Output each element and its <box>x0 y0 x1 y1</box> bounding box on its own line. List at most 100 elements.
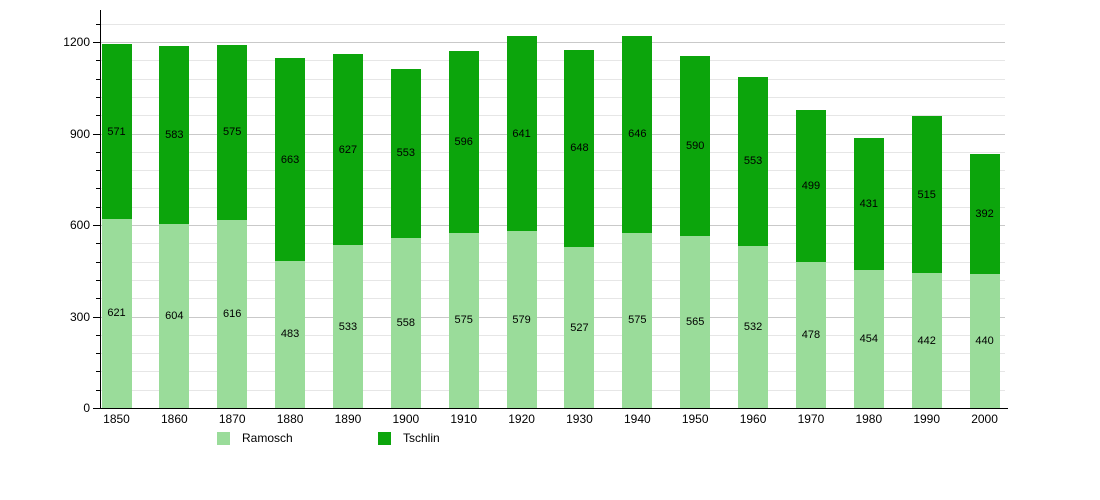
x-axis-label: 2000 <box>971 412 998 426</box>
y-axis-tick <box>93 133 100 135</box>
bar-segment-tschlin <box>853 138 884 270</box>
y-axis-tick <box>93 225 100 226</box>
x-axis-label: 1950 <box>681 412 709 426</box>
bar-value-label-tschlin: 648 <box>570 142 589 155</box>
bar-value-label-tschlin: 431 <box>859 197 878 210</box>
gridline-minor <box>100 353 1005 355</box>
bar-segment-tschlin <box>564 49 595 248</box>
legend-swatch-ramosch <box>217 431 230 445</box>
bar-segment-tschlin <box>622 35 653 233</box>
bar-value-label-tschlin: 641 <box>512 127 531 140</box>
gridline-minor <box>100 389 1005 391</box>
bar-value-label-ramosch: 604 <box>165 309 184 322</box>
x-axis-label: 1850 <box>103 412 130 426</box>
legend-label-ramosch: Ramosch <box>242 431 293 445</box>
x-axis-label: 1930 <box>566 412 593 426</box>
y-axis <box>100 10 101 408</box>
bar-segment-tschlin <box>159 45 190 224</box>
gridline-minor <box>100 23 1005 25</box>
bar-segment-ramosch <box>506 231 537 408</box>
x-axis-label: 1940 <box>623 412 651 426</box>
bar-value-label-ramosch: 442 <box>917 334 936 347</box>
gridline-major <box>100 42 1005 43</box>
bar-value-label-tschlin: 596 <box>454 135 473 148</box>
y-axis-tick <box>93 408 100 409</box>
y-axis-tick <box>96 389 100 391</box>
bar-value-label-tschlin: 583 <box>165 128 184 141</box>
bar-segment-tschlin <box>969 154 1000 274</box>
bar-segment-tschlin <box>680 55 711 236</box>
y-axis-tick <box>96 206 100 208</box>
bar-segment-ramosch <box>853 269 884 408</box>
bar-segment-tschlin <box>448 50 479 233</box>
bar-segment-ramosch <box>622 232 653 408</box>
bar-value-label-tschlin: 575 <box>223 126 242 139</box>
legend-item-ramosch: Ramosch <box>217 431 293 445</box>
y-axis-label: 900 <box>69 126 90 141</box>
y-axis-tick <box>93 42 100 43</box>
y-axis-tick <box>96 115 100 117</box>
gridline-major <box>100 133 1005 135</box>
legend-swatch-tschlin <box>378 431 391 445</box>
gridline-minor <box>100 243 1005 245</box>
bar-segment-tschlin <box>506 35 537 232</box>
bar-value-label-tschlin: 663 <box>280 153 300 166</box>
bar-value-label-ramosch: 621 <box>107 307 126 320</box>
bar-value-label-tschlin: 646 <box>628 128 647 141</box>
gridline-minor <box>100 78 1005 80</box>
bar-value-label-ramosch: 575 <box>454 314 473 327</box>
bar-segment-ramosch <box>738 245 769 408</box>
bar-segment-ramosch <box>390 237 421 408</box>
y-axis-tick <box>96 243 100 245</box>
x-axis-label: 1920 <box>508 412 535 426</box>
gridline-minor <box>100 371 1005 373</box>
bar-value-label-ramosch: 533 <box>338 320 358 333</box>
bar-value-label-tschlin: 571 <box>107 125 126 138</box>
y-axis-tick <box>96 78 100 80</box>
bar-segment-ramosch <box>969 273 1000 408</box>
bar-segment-ramosch <box>101 218 132 408</box>
y-axis-tick <box>96 151 100 153</box>
y-axis-tick <box>96 261 100 263</box>
y-axis-label: 300 <box>69 309 90 324</box>
y-axis-tick <box>96 170 100 172</box>
gridline-minor <box>100 279 1005 281</box>
y-axis-tick <box>93 316 100 318</box>
bar-value-label-tschlin: 627 <box>338 143 358 156</box>
legend-label-tschlin: Tschlin <box>403 431 440 445</box>
bar-value-label-ramosch: 478 <box>801 329 821 342</box>
y-axis-tick <box>96 96 100 98</box>
bar-segment-tschlin <box>390 69 421 238</box>
bar-value-label-tschlin: 499 <box>801 180 821 193</box>
bar-value-label-ramosch: 616 <box>223 308 242 321</box>
x-axis-label: 1910 <box>450 412 478 426</box>
legend-item-tschlin: Tschlin <box>378 431 440 445</box>
bar-value-label-tschlin: 515 <box>917 188 936 201</box>
bar-segment-ramosch <box>795 262 826 408</box>
bar-segment-ramosch <box>217 220 248 408</box>
bar-segment-tschlin <box>911 116 942 274</box>
bar-segment-tschlin <box>217 44 248 221</box>
gridline-minor <box>100 206 1005 208</box>
bar-segment-ramosch <box>448 232 479 408</box>
y-axis-label: 0 <box>83 401 90 415</box>
y-axis-tick <box>96 23 100 25</box>
bar-segment-ramosch <box>564 247 595 408</box>
y-axis-tick <box>96 353 100 355</box>
y-axis-tick <box>96 188 100 190</box>
bar-value-label-ramosch: 565 <box>686 315 705 328</box>
bar-segment-tschlin <box>275 58 306 261</box>
bar-segment-ramosch <box>332 245 363 408</box>
bar-segment-tschlin <box>738 77 769 246</box>
bar-segment-tschlin <box>332 54 363 246</box>
x-axis-label: 1960 <box>739 412 767 426</box>
gridline-minor <box>100 334 1005 336</box>
x-axis-label: 1860 <box>161 412 188 426</box>
gridline-major <box>100 225 1005 226</box>
gridline-minor <box>100 115 1005 117</box>
y-axis-label: 1200 <box>63 35 90 49</box>
x-axis-label: 1890 <box>334 412 362 426</box>
bar-value-label-ramosch: 440 <box>975 334 994 347</box>
bar-segment-ramosch <box>275 260 306 408</box>
gridline-minor <box>100 151 1005 153</box>
